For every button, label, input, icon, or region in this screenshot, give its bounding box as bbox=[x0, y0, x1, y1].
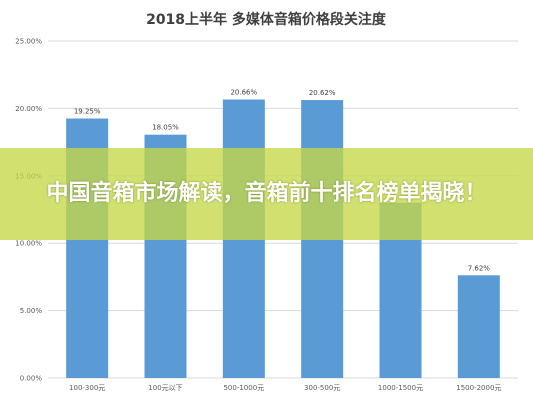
headline-banner: 中国音箱市场解读，音箱前十排名榜单揭晓！ bbox=[0, 148, 533, 240]
x-category-label: 1500-2000元 bbox=[456, 384, 501, 392]
x-axis-category-labels: 100-300元 100元以下 500-1000元 300-500元 1000-1500… bbox=[69, 384, 501, 392]
y-tick-label: 5.00% bbox=[20, 307, 43, 315]
data-labels: 19.25% 18.05% 20.66% 20.62% 7.62% bbox=[74, 89, 490, 273]
x-category-label: 300-500元 bbox=[304, 384, 340, 392]
bar bbox=[457, 275, 500, 378]
y-tick-label: 10.00% bbox=[15, 240, 42, 248]
data-label: 18.05% bbox=[152, 124, 179, 132]
chart-title: 2018上半年 多媒体音箱价格段关注度 bbox=[146, 11, 387, 28]
y-tick-label: 0.00% bbox=[20, 375, 43, 383]
x-category-label: 100-300元 bbox=[69, 384, 105, 392]
y-tick-label: 20.00% bbox=[15, 105, 42, 113]
headline-text: 中国音箱市场解读，音箱前十排名榜单揭晓！ bbox=[46, 181, 487, 206]
data-label: 20.62% bbox=[309, 89, 336, 97]
data-label: 19.25% bbox=[74, 108, 101, 116]
x-category-label: 1000-1500元 bbox=[378, 384, 423, 392]
x-category-label: 100元以下 bbox=[148, 384, 182, 392]
data-label: 7.62% bbox=[468, 264, 491, 272]
data-label: 20.66% bbox=[230, 89, 257, 97]
y-tick-label: 25.00% bbox=[15, 38, 42, 46]
x-category-label: 500-1000元 bbox=[223, 384, 264, 392]
